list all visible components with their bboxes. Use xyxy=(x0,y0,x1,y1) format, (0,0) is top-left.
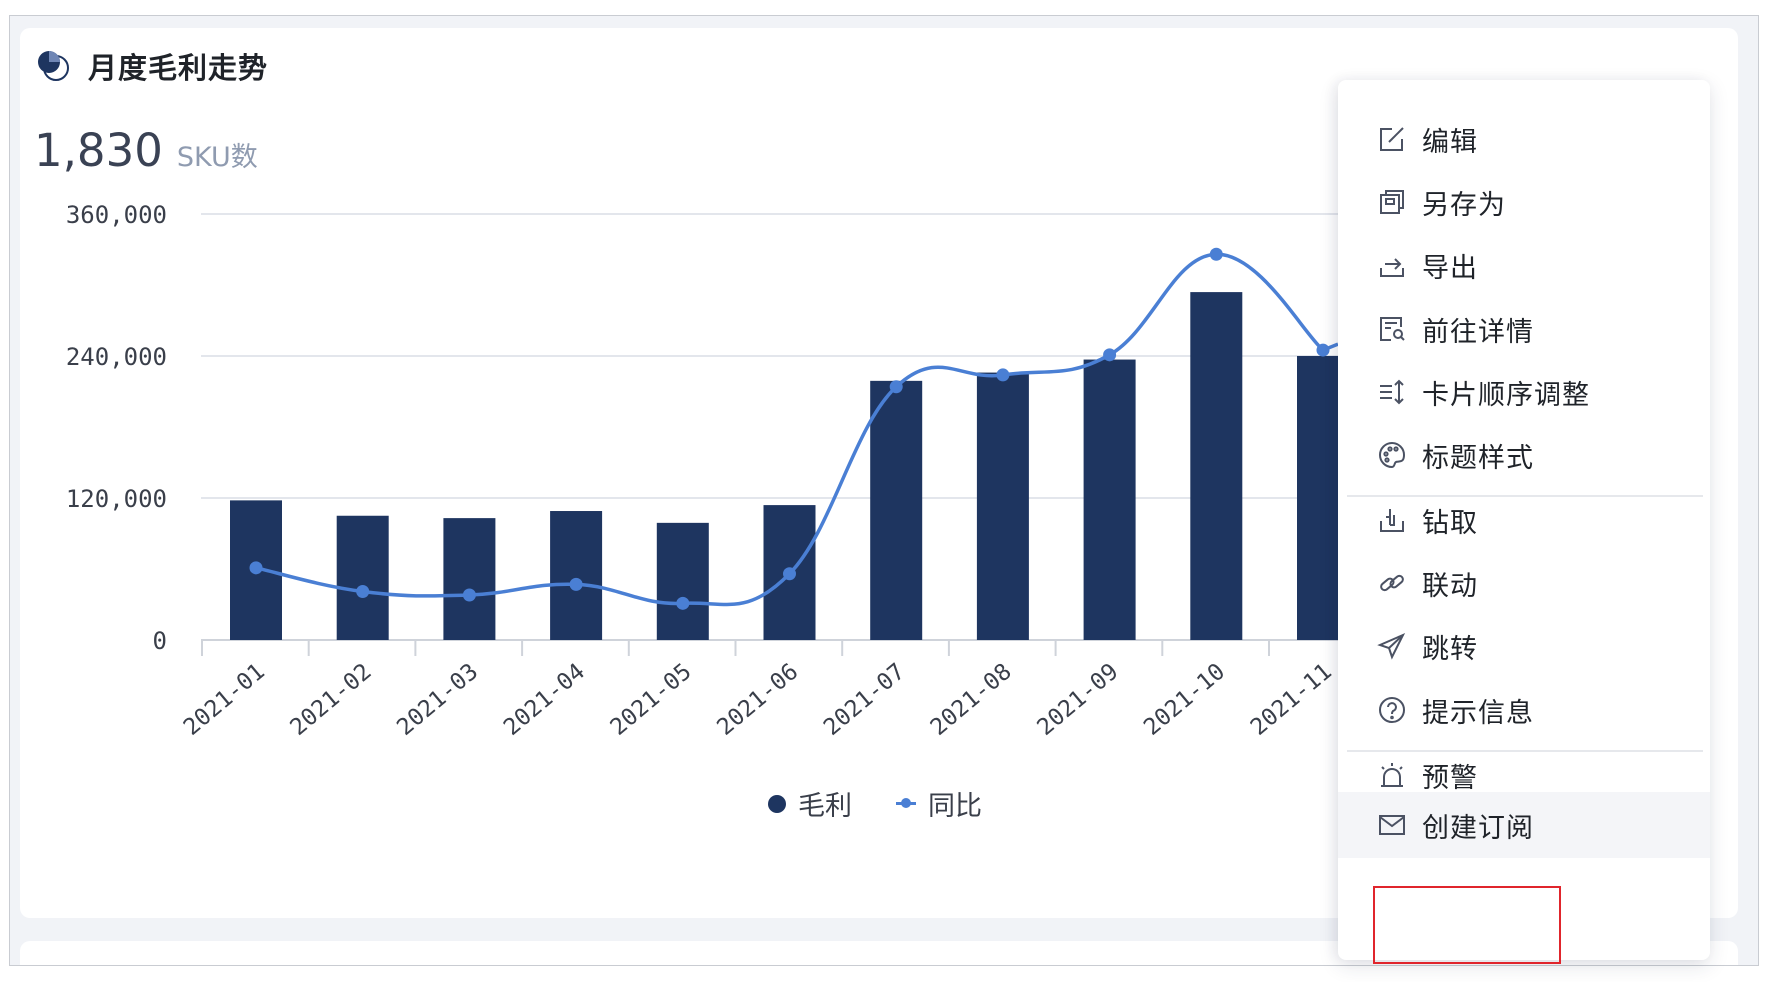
menu-item-drill[interactable]: 钻取 xyxy=(1338,487,1710,553)
menu-label-jump: 跳转 xyxy=(1422,633,1478,665)
menu-label-detail: 前往详情 xyxy=(1422,316,1534,348)
chart-legend: 毛利 同比 xyxy=(768,784,1026,823)
menu-label-subscribe: 创建订阅 xyxy=(1422,812,1534,844)
help-icon xyxy=(1379,697,1405,723)
send-icon xyxy=(1377,632,1406,660)
bar-gross-profit xyxy=(1190,292,1243,640)
x-tick-label: 2021-03 xyxy=(392,659,483,741)
menu-item-save-as[interactable]: 另存为 xyxy=(1338,169,1710,235)
bar-gross-profit xyxy=(976,372,1029,640)
line-yoy xyxy=(255,252,1339,607)
point-yoy xyxy=(1316,343,1330,357)
palette-icon xyxy=(1379,441,1406,469)
y-tick-label: 360,000 xyxy=(66,201,167,229)
point-yoy xyxy=(1103,348,1117,362)
menu-divider xyxy=(1347,495,1703,497)
x-tick-label: 2021-10 xyxy=(1139,659,1230,741)
menu-label-edit: 编辑 xyxy=(1422,126,1478,158)
y-tick-label: 240,000 xyxy=(66,343,167,371)
bar-gross-profit xyxy=(336,515,389,640)
point-yoy xyxy=(569,577,583,591)
x-tick-label: 2021-06 xyxy=(712,659,803,741)
kpi-value: 1,830 xyxy=(34,124,163,177)
bar-gross-profit xyxy=(870,380,923,640)
menu-item-detail[interactable]: 前往详情 xyxy=(1338,296,1710,362)
menu-item-edit[interactable]: 编辑 xyxy=(1338,106,1710,172)
menu-item-reorder[interactable]: 卡片顺序调整 xyxy=(1338,359,1710,425)
menu-label-drill: 钻取 xyxy=(1422,507,1478,539)
point-yoy xyxy=(249,561,263,575)
detail-icon xyxy=(1380,317,1405,341)
menu-label-help: 提示信息 xyxy=(1422,697,1534,729)
legend-bar-marker xyxy=(768,794,786,813)
kpi: 1,830 SKU数 xyxy=(34,124,258,177)
export-icon xyxy=(1380,258,1404,277)
y-tick-label: 0 xyxy=(153,627,167,655)
menu-item-help[interactable]: 提示信息 xyxy=(1338,677,1710,743)
menu-item-link[interactable]: 联动 xyxy=(1338,550,1710,616)
link-icon xyxy=(1380,574,1404,592)
point-yoy xyxy=(676,596,690,610)
point-yoy xyxy=(462,588,476,602)
legend-item-bar[interactable]: 毛利 xyxy=(768,784,852,823)
x-tick-label: 2021-09 xyxy=(1032,659,1123,741)
menu-item-title-style[interactable]: 标题样式 xyxy=(1338,422,1710,488)
point-yoy xyxy=(356,584,370,598)
legend-item-line[interactable]: 同比 xyxy=(896,784,982,823)
menu-label-reorder: 卡片顺序调整 xyxy=(1422,379,1590,411)
subscribe-highlight-box xyxy=(1373,886,1561,964)
x-tick-label: 2021-01 xyxy=(179,659,270,741)
save-as-icon xyxy=(1380,190,1404,214)
menu-label-link: 联动 xyxy=(1422,570,1478,602)
bar-gross-profit xyxy=(1083,359,1136,640)
bar-gross-profit xyxy=(443,518,496,640)
card-title: 月度毛利走势 xyxy=(88,51,269,85)
x-tick-label: 2021-04 xyxy=(499,659,590,741)
menu-item-alert[interactable]: 预警 xyxy=(1338,742,1710,808)
y-tick-label: 120,000 xyxy=(66,485,167,513)
point-yoy xyxy=(996,368,1010,382)
kpi-label: SKU数 xyxy=(176,142,258,173)
alarm-icon xyxy=(1381,763,1403,787)
point-yoy xyxy=(1209,247,1223,261)
menu-label-alert: 预警 xyxy=(1422,762,1478,794)
menu-label-export: 导出 xyxy=(1422,252,1478,284)
x-tick-label: 2021-07 xyxy=(819,659,910,741)
legend-line-marker xyxy=(896,798,916,808)
x-tick-label: 2021-08 xyxy=(926,659,1017,741)
menu-item-subscribe[interactable]: 创建订阅 xyxy=(1338,792,1710,858)
card-header: 月度毛利走势 xyxy=(36,46,268,86)
menu-divider xyxy=(1347,750,1703,752)
menu-item-jump[interactable]: 跳转 xyxy=(1338,613,1710,679)
menu-item-export[interactable]: 导出 xyxy=(1338,232,1710,298)
bar-gross-profit xyxy=(550,511,603,640)
legend-line-label: 同比 xyxy=(928,791,982,822)
pie-badge-icon xyxy=(38,51,69,81)
drill-icon xyxy=(1380,509,1404,532)
x-tick-label: 2021-05 xyxy=(606,659,697,741)
point-yoy xyxy=(889,380,903,394)
bar-gross-profit xyxy=(656,522,709,640)
point-yoy xyxy=(783,567,796,581)
mail-icon xyxy=(1379,815,1405,835)
menu-label-title-style: 标题样式 xyxy=(1422,442,1534,474)
edit-icon xyxy=(1380,127,1404,151)
reorder-icon xyxy=(1380,379,1404,405)
card-context-menu: 编辑 另存为 导出 前往详情 卡片顺序调整 标题样式 钻 xyxy=(1338,80,1710,960)
menu-label-save-as: 另存为 xyxy=(1422,189,1506,221)
x-tick-label: 2021-02 xyxy=(286,659,377,741)
legend-bar-label: 毛利 xyxy=(798,791,852,822)
x-tick-label: 2021-11 xyxy=(1246,659,1337,741)
